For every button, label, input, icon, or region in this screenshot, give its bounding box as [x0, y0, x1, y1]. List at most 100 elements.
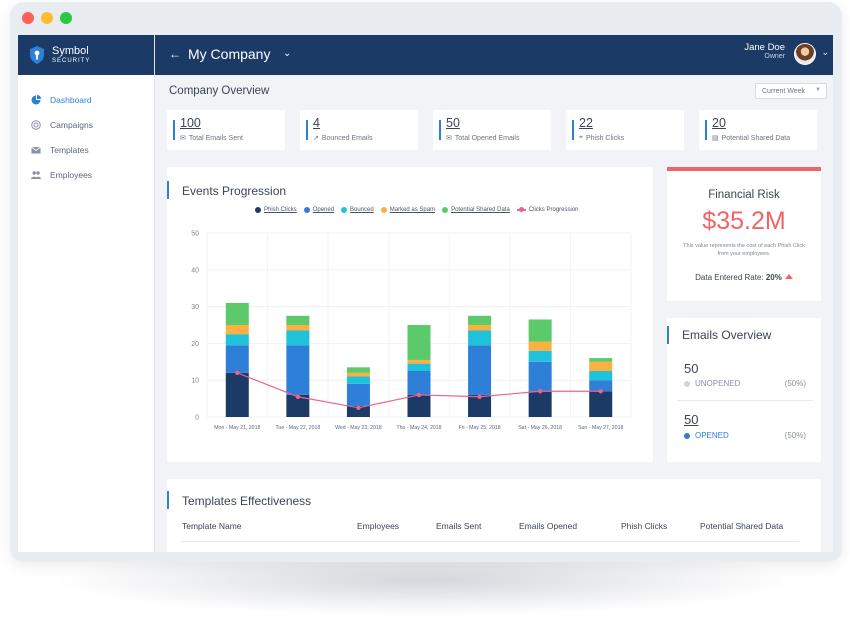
legend-phish-clicks[interactable]: Phish Clicks	[255, 207, 297, 213]
period-select-value: Current Week	[762, 87, 806, 95]
card-accent	[167, 181, 169, 199]
events-chart: 0 10 20 30 40 50 Mon - May 21, 2018 Tue - May 2…	[191, 231, 632, 431]
risk-description: This value represents the cost of each P…	[683, 243, 805, 257]
opened-count[interactable]: 50	[684, 412, 699, 427]
bar-segment	[407, 359, 431, 364]
stat-total-opened-emails[interactable]: 50 ✉ Total Opened Emails	[433, 110, 551, 150]
column-header-phish-clicks[interactable]: Phish Clicks	[621, 521, 668, 531]
top-bar: ← My Company ⌄ Jane Doe Owner ⌄	[155, 35, 833, 75]
x-tick-label: Fri - May 25, 2018	[459, 425, 501, 431]
sidebar-item-label: Templates	[50, 144, 89, 155]
stat-label: ▤ Potential Shared Data	[712, 134, 791, 143]
sidebar-item-label: Dashboard	[50, 94, 92, 105]
legend-opened[interactable]: Opened	[303, 207, 334, 213]
column-header-employees[interactable]: Employees	[357, 521, 400, 531]
y-tick-label: 30	[191, 304, 199, 311]
minimize-window-button[interactable]	[41, 12, 53, 24]
close-window-button[interactable]	[22, 12, 34, 24]
stat-total-emails-sent[interactable]: 100 ✉ Total Emails Sent	[167, 110, 285, 150]
status-dot	[684, 432, 690, 439]
table-divider	[181, 541, 799, 542]
sidebar-item-employees[interactable]: Employees	[18, 162, 154, 187]
legend-dot	[380, 207, 387, 213]
bar-segment	[286, 325, 310, 331]
bar-segment	[407, 363, 431, 371]
line-point	[356, 405, 361, 410]
stat-label: ⌖ Phish Clicks	[579, 134, 625, 142]
stat-accent	[705, 120, 707, 140]
card-accent	[667, 326, 669, 344]
line-point	[295, 394, 301, 399]
x-tick-label: Tue - May 22, 2018	[275, 425, 320, 431]
page-title: Company Overview	[169, 85, 270, 97]
legend-marked-as-spam[interactable]: Marked as Spam	[380, 207, 435, 213]
sidebar-item-campaigns[interactable]: Campaigns	[18, 112, 154, 137]
back-arrow-icon[interactable]: ←	[169, 47, 181, 61]
column-header-emails-opened[interactable]: Emails Opened	[519, 521, 578, 531]
envelope-icon	[31, 146, 41, 153]
stat-bounced-emails[interactable]: 4 ↗ Bounced Emails	[300, 110, 418, 150]
sidebar-nav: Dashboard Campaigns Templates	[18, 75, 154, 187]
app: Symbol SECURITY Dashboard	[18, 35, 833, 552]
divider	[677, 400, 813, 401]
target-icon	[31, 119, 41, 130]
line-point	[416, 392, 422, 398]
bar-segment	[528, 361, 552, 392]
bar-segment	[589, 380, 613, 392]
legend-potential-shared-data[interactable]: Potential Shared Data	[442, 207, 510, 213]
legend-bounced[interactable]: Bounced	[341, 207, 374, 213]
avatar[interactable]	[794, 43, 816, 65]
chevron-down-icon[interactable]: ⌄	[283, 48, 292, 59]
sidebar-item-dashboard[interactable]: Dashboard	[18, 87, 154, 112]
card-title: Events Progression	[182, 184, 287, 198]
bar-segment	[286, 315, 310, 325]
column-header-potential-shared-data[interactable]: Potential Shared Data	[700, 521, 784, 531]
line-point	[235, 370, 240, 376]
sidebar-item-label: Employees	[50, 169, 93, 180]
opened-row: OPENED (50%)	[684, 431, 806, 440]
stat-phish-clicks[interactable]: 22 ⌖ Phish Clicks	[566, 110, 684, 150]
y-tick-label: 0	[195, 415, 199, 422]
x-tick-label: Thu - May 24, 2018	[397, 425, 442, 431]
sidebar-item-templates[interactable]: Templates	[18, 137, 154, 162]
legend-clicks-progression[interactable]: Clicks Progression	[516, 207, 579, 213]
column-header-template-name[interactable]: Template Name	[182, 521, 242, 531]
bar-segment	[225, 302, 249, 325]
bar-segment	[225, 325, 249, 335]
user-menu-chevron-icon[interactable]: ⌄	[821, 47, 829, 57]
company-selector[interactable]: My Company	[188, 46, 271, 62]
user-name: Jane Doe	[744, 42, 785, 53]
bar-segment	[468, 394, 492, 417]
bar-segment	[225, 345, 249, 373]
sidebar: Symbol SECURITY Dashboard	[18, 35, 155, 552]
opened-label: OPENED	[695, 431, 729, 440]
maximize-window-button[interactable]	[60, 12, 72, 24]
brand-name: Symbol	[52, 45, 89, 57]
stat-potential-shared-data[interactable]: 20 ▤ Potential Shared Data	[699, 110, 817, 150]
unopened-label: UNOPENED	[695, 379, 741, 388]
user-info[interactable]: Jane Doe Owner	[744, 42, 785, 61]
bar-segment	[468, 345, 492, 395]
legend-dot	[255, 207, 261, 213]
events-progression-card: Events Progression Phish Clicks Opened B…	[167, 167, 653, 462]
stats-row: 100 ✉ Total Emails Sent 4 ↗ Bounced Emails…	[167, 110, 827, 150]
period-select[interactable]: Current Week ▼	[755, 83, 827, 99]
templates-effectiveness-card: Templates Effectiveness Template Name Em…	[167, 479, 821, 552]
card-accent	[167, 491, 169, 509]
risk-title: Financial Risk	[708, 189, 780, 201]
column-header-emails-sent[interactable]: Emails Sent	[436, 521, 482, 531]
stat-accent	[173, 120, 175, 140]
card-title: Templates Effectiveness	[182, 494, 312, 508]
x-tick-label: Sun - May 27, 2018	[578, 425, 623, 431]
bar-segment	[589, 361, 613, 371]
brand-logo[interactable]: Symbol SECURITY	[18, 35, 154, 75]
bounce-icon: ↗	[313, 135, 319, 142]
stat-value: 22	[579, 116, 593, 130]
bar-segment	[225, 334, 249, 346]
emails-overview-card: Emails Overview 50 UNOPENED (50%) 50 OPE…	[667, 318, 821, 462]
bar-segment	[528, 341, 552, 351]
unopened-percent: (50%)	[784, 379, 806, 388]
bar-segment	[589, 371, 613, 381]
risk-value: $35.2M	[702, 207, 786, 235]
legend-dot	[303, 207, 310, 213]
